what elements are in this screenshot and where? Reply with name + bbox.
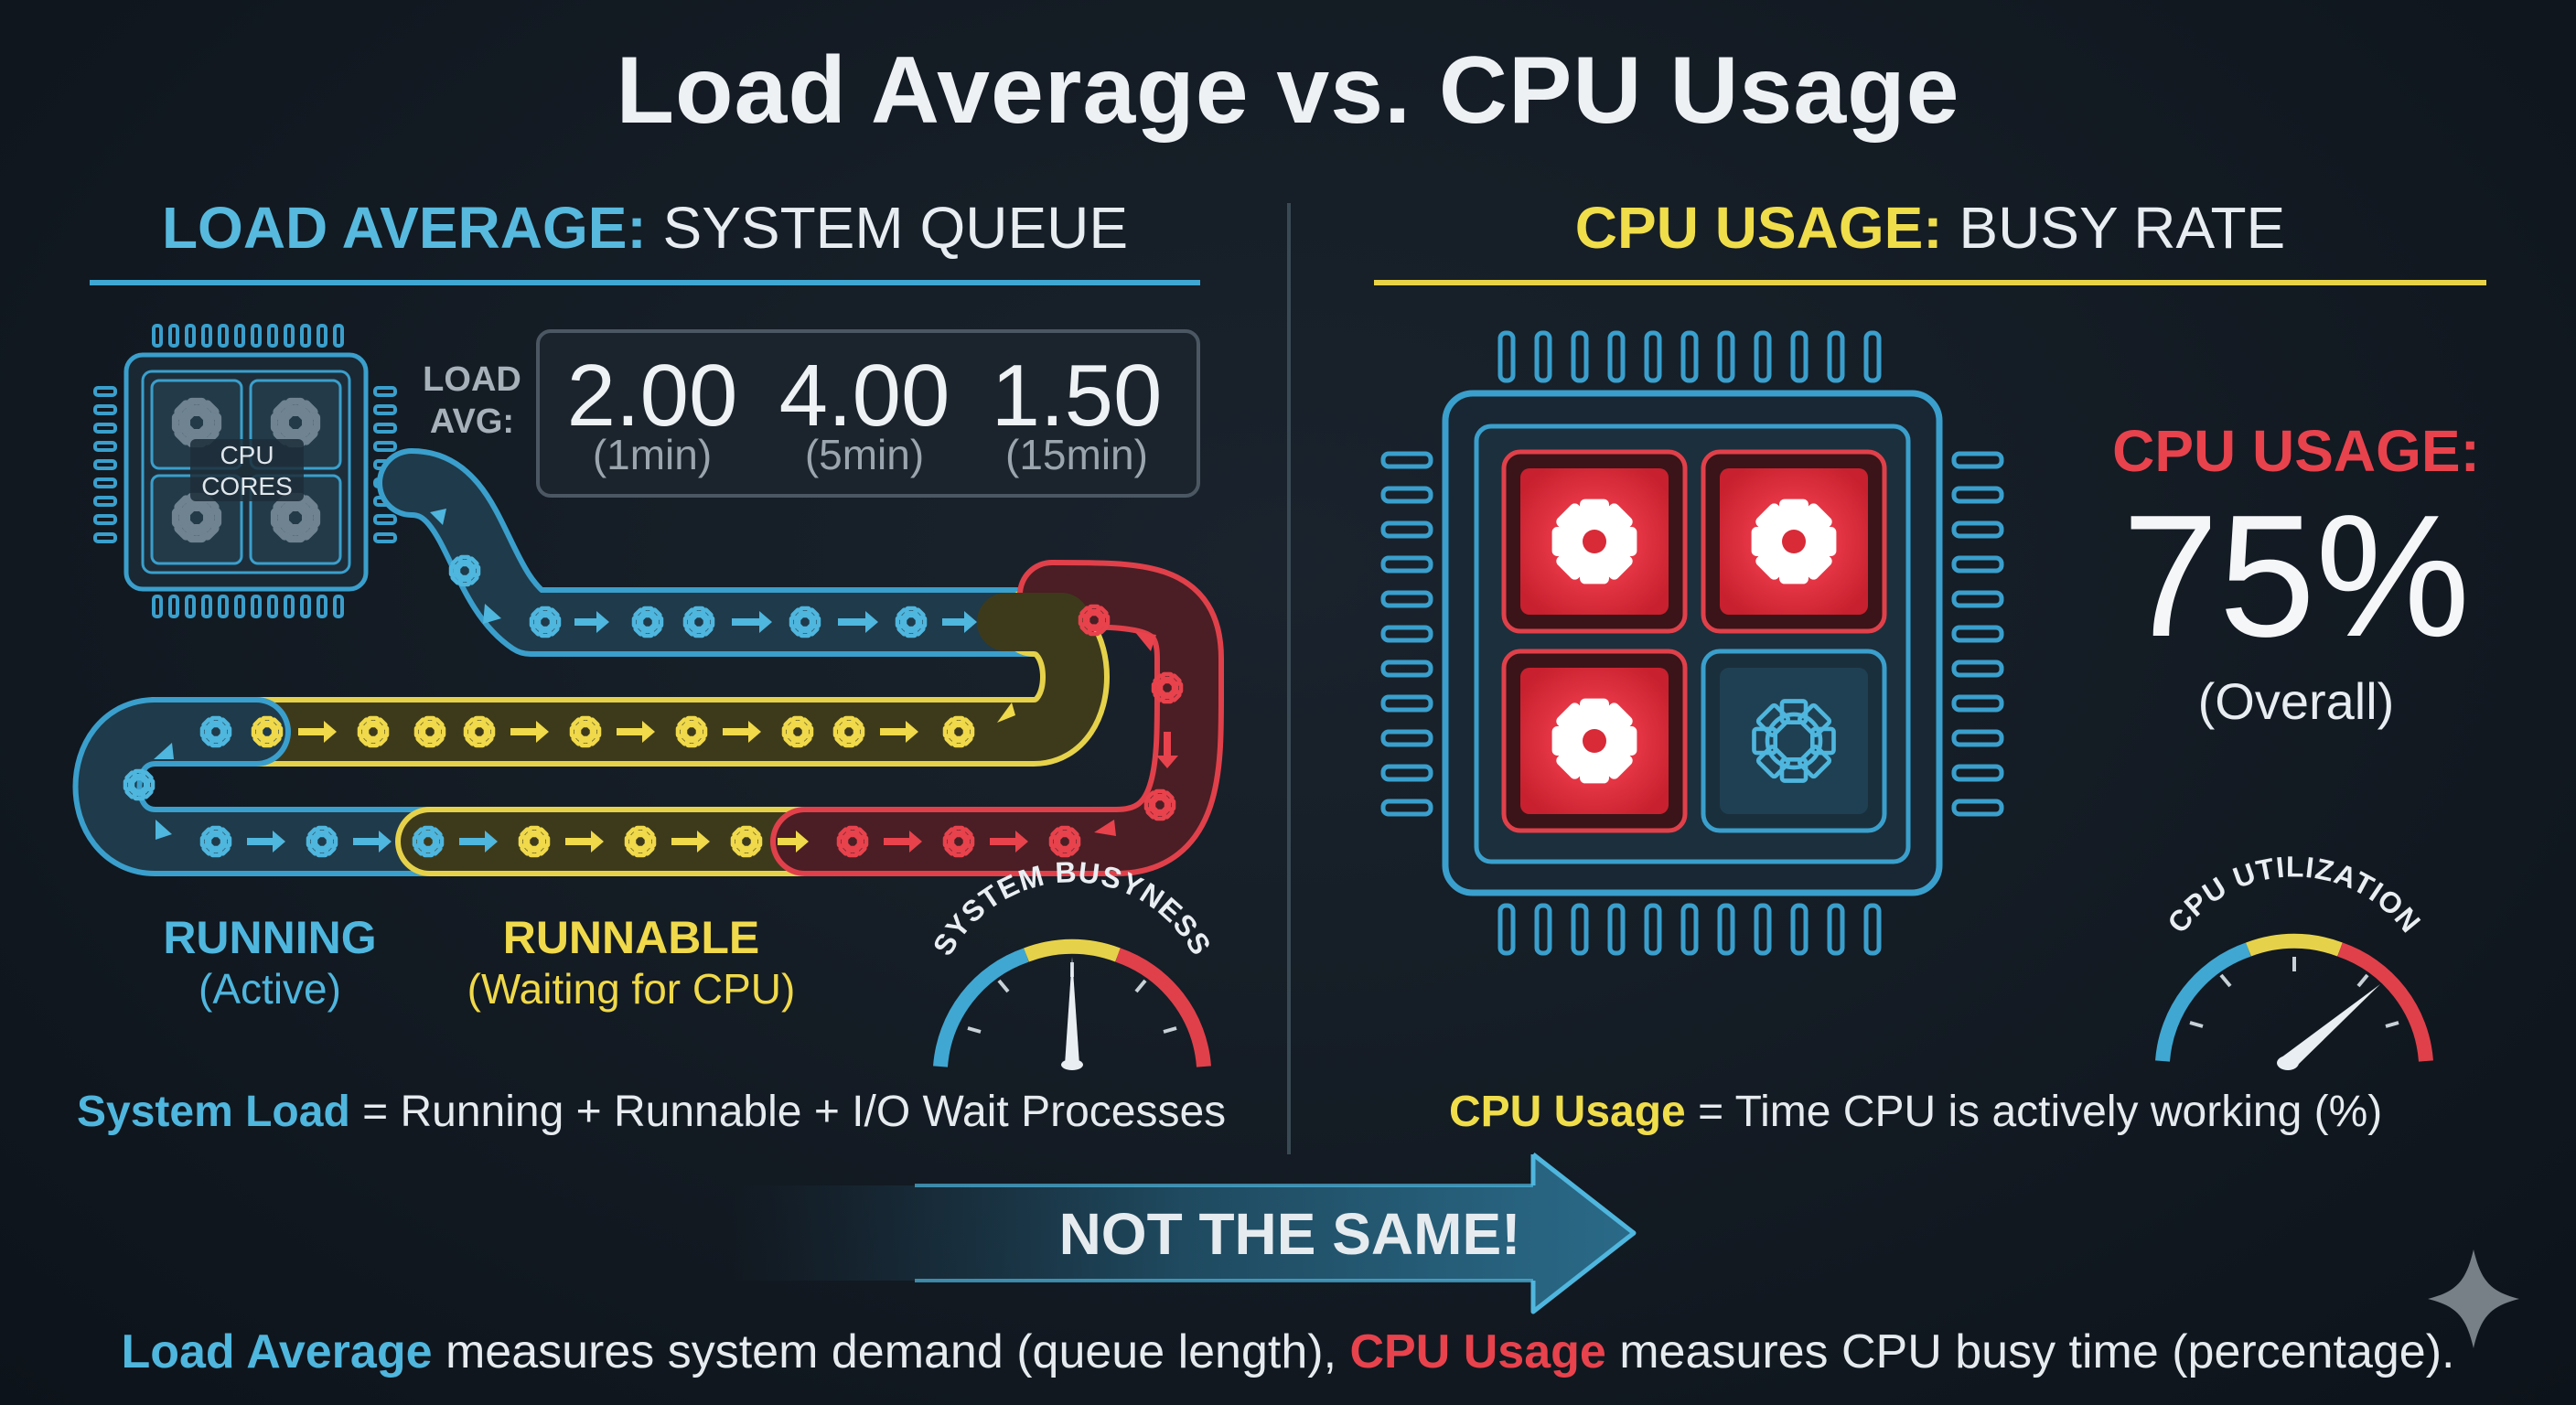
arrow-right-icon xyxy=(723,721,761,743)
load-avg-label-line2: AVG: xyxy=(429,402,515,441)
cpu-gauge-needle xyxy=(2281,984,2380,1068)
bottom-cpu-usage-key: CPU Usage xyxy=(1349,1325,1606,1378)
cpu-usage-formula-key: CPU Usage xyxy=(1449,1088,1686,1136)
not-the-same-banner xyxy=(732,1153,1637,1314)
cpu-usage-heading-key: CPU USAGE: xyxy=(1574,195,1943,261)
chip-label-cpu: CPU xyxy=(220,441,274,469)
arrow-right-icon xyxy=(483,604,501,624)
arrow-right-icon xyxy=(154,743,174,759)
load-average-heading: LOAD AVERAGE: SYSTEM QUEUE xyxy=(91,194,1198,262)
arrow-right-icon xyxy=(574,611,609,633)
load-period-5min: (5min) xyxy=(804,431,925,478)
big-chip-pins-bottom xyxy=(1497,903,1882,956)
system-busyness-gauge xyxy=(933,938,1211,1070)
arrow-right-icon xyxy=(1134,631,1156,651)
core-busy-1 xyxy=(1501,449,1688,634)
arrow-right-icon xyxy=(732,611,772,633)
bottom-summary: Load Average measures system demand (que… xyxy=(0,1325,2576,1379)
arrow-right-icon xyxy=(880,721,918,743)
running-label: RUNNING xyxy=(163,912,377,963)
process-queue-pipe xyxy=(72,448,1224,876)
arrow-right-icon xyxy=(430,509,446,525)
load-value-5min: 4.00 xyxy=(778,347,950,445)
arrow-right-icon xyxy=(884,831,922,853)
arrow-right-icon xyxy=(298,721,337,743)
load-value-15min: 1.50 xyxy=(991,347,1163,445)
arrow-right-icon xyxy=(156,820,172,840)
bottom-load-average-text: measures system demand (queue length), xyxy=(432,1325,1350,1378)
cpu-usage-label: CPU USAGE: xyxy=(2112,418,2480,484)
core-idle xyxy=(1701,649,1887,833)
arrow-right-icon xyxy=(353,831,392,853)
queue-arrows-running-bottom xyxy=(154,743,498,853)
load-value-1min: 2.00 xyxy=(566,347,738,445)
chip-label-cores: CORES xyxy=(201,472,293,500)
arrow-right-icon xyxy=(565,831,604,853)
big-chip-pins-right xyxy=(1951,451,2004,817)
load-average-heading-key: LOAD AVERAGE: xyxy=(161,195,647,261)
arrow-right-icon xyxy=(838,611,878,633)
system-load-formula-rest: = Running + Runnable + I/O Wait Processe… xyxy=(349,1088,1227,1136)
cpu-utilization-label: CPU UTILIZATION xyxy=(2161,850,2428,938)
load-average-readout xyxy=(536,329,1200,498)
cpu-chip-large xyxy=(1380,330,2004,956)
chip-pins-left xyxy=(93,386,117,543)
cpu-utilization-gauge xyxy=(2155,933,2433,1070)
load-avg-label-line1: LOAD xyxy=(423,360,521,399)
queue-arrows-io-wait xyxy=(884,631,1178,853)
arrow-right-icon xyxy=(1156,732,1178,768)
arrow-right-icon xyxy=(247,831,285,853)
big-chip-pins-left xyxy=(1380,451,1433,817)
sparkle-icon xyxy=(2428,1249,2519,1348)
arrow-right-icon xyxy=(1094,820,1116,836)
cpu-usage-value: 75% xyxy=(2121,479,2471,673)
queue-arrows-running-top xyxy=(430,509,977,633)
not-the-same-text: NOT THE SAME! xyxy=(1058,1201,1521,1267)
load-average-heading-rest: SYSTEM QUEUE xyxy=(662,195,1129,261)
queue-arrows-runnable-mid xyxy=(298,702,1015,743)
cpu-usage-heading: CPU USAGE: BUSY RATE xyxy=(1374,194,2486,262)
cpu-usage-formula: CPU Usage = Time CPU is actively working… xyxy=(1449,1087,2382,1137)
arrow-right-icon xyxy=(997,702,1015,723)
running-sub-label: (Active) xyxy=(199,965,341,1013)
load-average-underline xyxy=(90,280,1200,285)
cpu-usage-heading-rest: BUSY RATE xyxy=(1959,195,2286,261)
chip-pins-top xyxy=(152,324,344,348)
bottom-cpu-usage-text: measures CPU busy time (percentage). xyxy=(1605,1325,2455,1378)
system-load-formula: System Load = Running + Runnable + I/O W… xyxy=(77,1087,1226,1137)
system-load-formula-key: System Load xyxy=(77,1088,350,1136)
cpu-usage-sub: (Overall) xyxy=(2197,672,2395,730)
core-busy-3 xyxy=(1501,649,1688,833)
arrow-right-icon xyxy=(617,721,655,743)
arrow-right-icon xyxy=(459,831,498,853)
cpu-usage-underline xyxy=(1374,280,2486,285)
cpu-cores-chip xyxy=(93,324,397,618)
load-period-15min: (15min) xyxy=(1005,431,1148,478)
bottom-load-average-key: Load Average xyxy=(121,1325,433,1378)
load-avg-label: LOAD AVG: xyxy=(421,359,523,443)
arrow-right-icon xyxy=(671,831,710,853)
core-busy-2 xyxy=(1701,449,1887,634)
section-divider xyxy=(1287,203,1291,1154)
arrow-right-icon xyxy=(942,611,977,633)
chip-pins-bottom xyxy=(152,595,344,618)
load-period-1min: (1min) xyxy=(592,431,713,478)
arrow-right-icon xyxy=(990,831,1028,853)
chip-pins-right xyxy=(373,386,397,543)
big-chip-pins-top xyxy=(1497,330,1882,383)
cpu-usage-formula-rest: = Time CPU is actively working (%) xyxy=(1685,1088,2383,1136)
runnable-label: RUNNABLE xyxy=(502,912,760,963)
arrow-right-icon xyxy=(778,831,809,853)
arrow-right-icon xyxy=(510,721,549,743)
page-title: Load Average vs. CPU Usage xyxy=(616,38,1960,144)
runnable-sub-label: (Waiting for CPU) xyxy=(467,965,796,1013)
queue-arrows-runnable-bottom xyxy=(565,831,809,853)
